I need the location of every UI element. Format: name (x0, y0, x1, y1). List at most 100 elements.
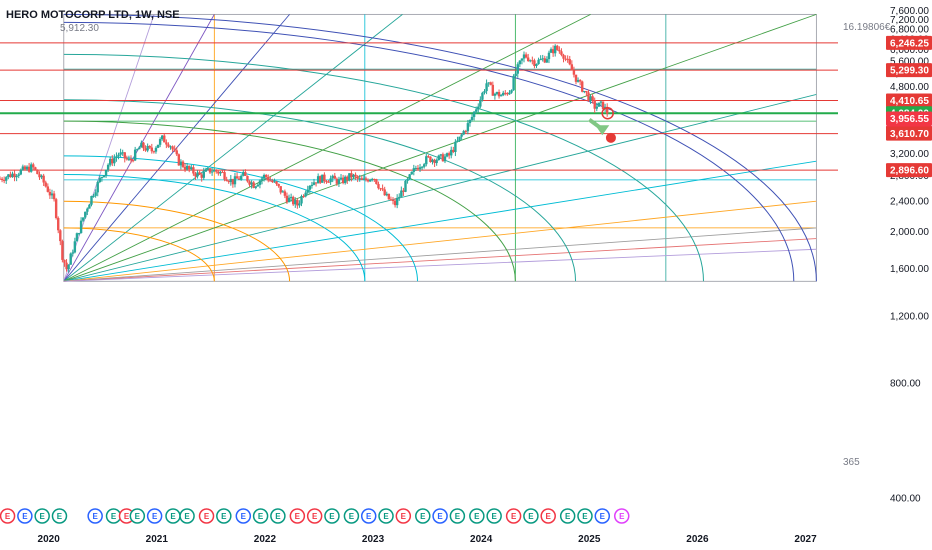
candle-body (556, 46, 558, 50)
candle-body (7, 174, 9, 177)
earnings-marker-letter: E (184, 512, 190, 521)
candle-body (97, 182, 99, 192)
candle-body (161, 136, 163, 140)
earnings-marker-letter: E (491, 512, 497, 521)
candle-body (201, 175, 203, 178)
candle-body (340, 178, 342, 179)
candle-body (421, 167, 423, 168)
candle-body (292, 197, 294, 204)
candle-body (442, 154, 444, 161)
candle-body (444, 156, 446, 161)
candle-body (394, 201, 396, 205)
candle-body (317, 176, 319, 183)
candle-body (277, 184, 279, 186)
candle-body (473, 112, 475, 117)
candle-body (494, 94, 496, 96)
candle-body (132, 160, 134, 161)
earnings-marker-letter: E (221, 512, 227, 521)
candle-body (413, 168, 415, 172)
candle-body (18, 174, 20, 175)
candle-body (232, 179, 234, 184)
candle-body (502, 93, 504, 95)
candle-body (250, 182, 252, 184)
candle-body (404, 181, 406, 192)
candle-body (408, 174, 410, 179)
candle-body (475, 109, 477, 111)
candle-body (531, 60, 533, 61)
candle-body (296, 200, 298, 205)
price-level-badge-label: 3,956.55 (890, 114, 929, 125)
candle-body (454, 142, 456, 152)
candle-body (61, 241, 63, 260)
candle-body (327, 182, 329, 183)
earnings-marker-letter: E (600, 512, 606, 521)
earnings-marker-letter: E (57, 512, 63, 521)
candle-body (371, 179, 373, 180)
candle-body (163, 136, 165, 143)
candle-body (180, 162, 182, 166)
candle-body (419, 167, 421, 169)
candle-body (363, 178, 365, 180)
candle-body (11, 174, 13, 177)
candle-body (398, 197, 400, 198)
candle-body (471, 117, 473, 120)
candle-body (203, 172, 205, 178)
candle-body (42, 176, 44, 183)
candle-body (284, 191, 286, 195)
candle-body (583, 91, 585, 92)
candle-body (438, 156, 440, 160)
candle-body (500, 95, 502, 96)
candle-body (198, 172, 200, 174)
candle-body (315, 182, 317, 183)
candle-body (334, 176, 336, 179)
candle-body (151, 148, 153, 152)
candle-body (307, 190, 309, 193)
candle-body (309, 186, 311, 190)
candle-body (47, 186, 49, 191)
y-tick-label: 1,200.00 (890, 312, 929, 323)
candle-body (450, 150, 452, 156)
earnings-marker-letter: E (511, 512, 517, 521)
time-axis[interactable]: 2020 2021 2022 2023 2024 2025 2026 2027 (38, 534, 818, 545)
candle-body (32, 164, 34, 167)
candle-body (280, 186, 282, 192)
candle-body (84, 212, 86, 218)
candle-body (144, 148, 146, 150)
x-tick-label: 2027 (794, 534, 817, 545)
price-axis[interactable]: 7,600.007,200.006,800.006,400.006,000.00… (886, 6, 932, 504)
candle-body (535, 64, 537, 66)
earnings-marker-letter: E (170, 512, 176, 521)
candle-body (244, 172, 246, 176)
earnings-marker-letter: E (366, 512, 372, 521)
candle-body (80, 221, 82, 233)
candle-body (350, 173, 352, 177)
candle-body (38, 174, 40, 177)
symbol-title: HERO MOTOCORP LTD, 1W, NSE (6, 9, 180, 21)
earnings-marker-letter: E (5, 512, 11, 521)
candle-body (221, 172, 223, 173)
candle-body (596, 107, 598, 109)
candle-body (390, 199, 392, 200)
candle-body (130, 159, 132, 160)
candle-body (361, 178, 363, 180)
x-tick-label: 2023 (362, 534, 385, 545)
candle-body (26, 167, 28, 170)
candle-body (5, 177, 7, 181)
candle-body (369, 179, 371, 181)
candle-body (119, 152, 121, 154)
candle-body (76, 233, 78, 241)
candle-body (311, 185, 313, 186)
earnings-marker-letter: E (383, 512, 389, 521)
candle-body (519, 61, 521, 65)
y-tick-label: 800.00 (890, 379, 921, 390)
candle-body (90, 196, 92, 205)
candle-body (440, 154, 442, 155)
candle-body (36, 170, 38, 174)
candle-body (423, 164, 425, 167)
candle-body (544, 58, 546, 62)
candle-body (153, 151, 155, 152)
candle-body (82, 217, 84, 220)
candle-body (269, 181, 271, 182)
candle-body (184, 167, 186, 170)
